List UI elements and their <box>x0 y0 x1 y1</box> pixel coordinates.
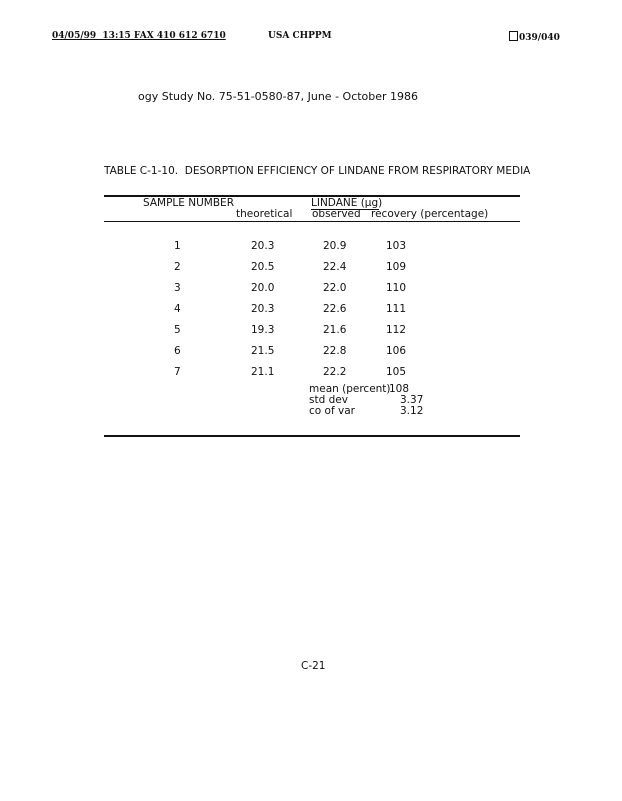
theoretical-cell: 20.0 <box>251 282 275 294</box>
fax-header-right: 039/040 <box>509 31 560 43</box>
theoretical-cell: 20.5 <box>251 261 275 273</box>
col-header-theoretical: theoretical <box>236 208 293 220</box>
observed-cell: 22.0 <box>323 282 347 294</box>
sample-number-cell: 2 <box>174 261 181 273</box>
col-header-observed: observed <box>312 208 361 220</box>
observed-cell: 22.4 <box>323 261 347 273</box>
summary-std-dev-value: 3.37 <box>400 394 424 406</box>
theoretical-cell: 21.5 <box>251 345 275 357</box>
group-header-lindane: LINDANE (µg) <box>311 197 383 209</box>
page-number-text: C-21 <box>301 660 326 672</box>
theoretical-cell: 19.3 <box>251 324 275 336</box>
theoretical-cell: 21.1 <box>251 366 275 378</box>
table-top-rule <box>104 195 520 197</box>
recovery-cell: 105 <box>386 366 407 378</box>
fax-page-icon <box>509 31 518 41</box>
observed-cell: 22.8 <box>323 345 347 357</box>
observed-cell: 22.6 <box>323 303 347 315</box>
header-bottom-rule <box>104 221 520 222</box>
recovery-cell: 106 <box>386 345 407 357</box>
recovery-cell: 103 <box>386 240 407 252</box>
sample-number-cell: 6 <box>174 345 181 357</box>
fax-header-center: USA CHPPM <box>268 31 332 41</box>
col-header-recovery: recovery (percentage) <box>371 208 489 220</box>
sample-number-cell: 4 <box>174 303 181 315</box>
summary-mean-value: 108 <box>389 383 410 395</box>
summary-co-var-value: 3.12 <box>400 405 424 417</box>
sample-number-cell: 3 <box>174 282 181 294</box>
recovery-cell: 111 <box>386 303 407 315</box>
sample-number-cell: 5 <box>174 324 181 336</box>
sample-number-cell: 7 <box>174 366 181 378</box>
recovery-cell: 109 <box>386 261 407 273</box>
sample-number-cell: 1 <box>174 240 181 252</box>
fax-page-count: 039/040 <box>519 33 560 43</box>
table-title: TABLE C-1-10. DESORPTION EFFICIENCY OF L… <box>104 165 531 177</box>
theoretical-cell: 20.3 <box>251 240 275 252</box>
summary-mean-label: mean (percent) <box>309 383 391 395</box>
fax-header-left: 04/05/99 13:15 FAX 410 612 6710 <box>52 31 226 41</box>
summary-std-dev-label: std dev <box>309 394 348 406</box>
group-header-underline <box>311 209 379 210</box>
observed-cell: 21.6 <box>323 324 347 336</box>
table-bottom-rule <box>104 435 520 437</box>
study-line: ogy Study No. 75-51-0580-87, June - Octo… <box>138 90 419 103</box>
recovery-cell: 112 <box>386 324 407 336</box>
theoretical-cell: 20.3 <box>251 303 275 315</box>
col-header-sample-number: SAMPLE NUMBER <box>143 197 234 209</box>
recovery-cell: 110 <box>386 282 407 294</box>
observed-cell: 20.9 <box>323 240 347 252</box>
observed-cell: 22.2 <box>323 366 347 378</box>
summary-co-var-label: co of var <box>309 405 355 417</box>
